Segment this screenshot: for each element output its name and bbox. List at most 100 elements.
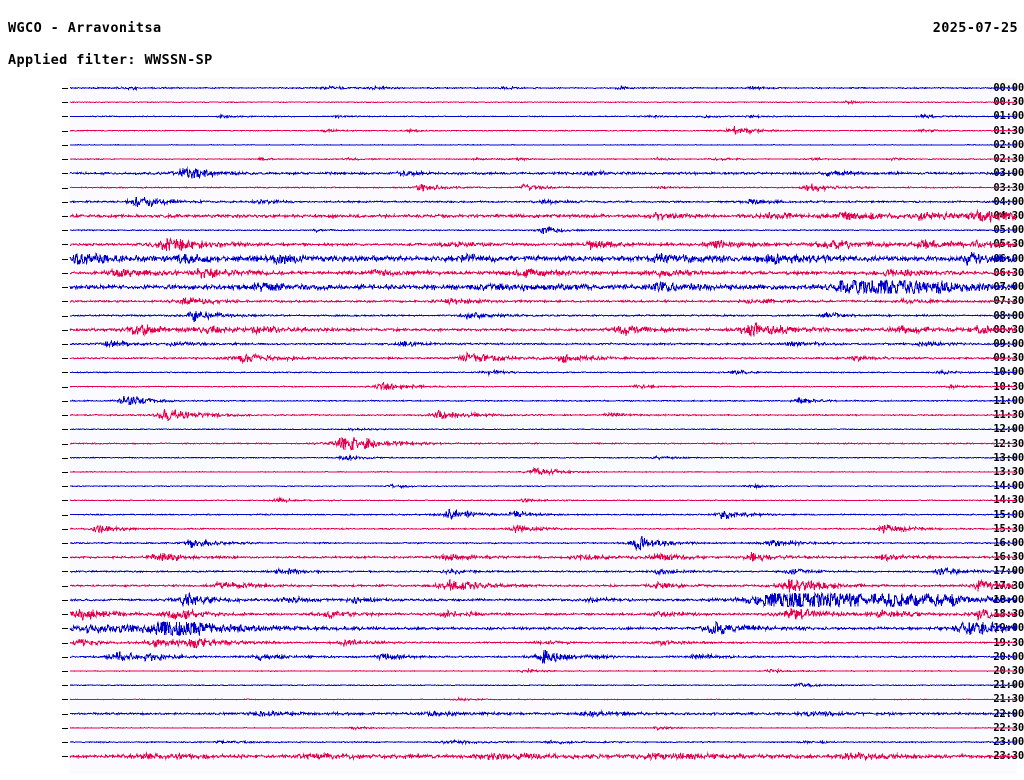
seismic-trace (69, 551, 1017, 563)
time-tick-mark (62, 756, 68, 757)
time-tick-mark (62, 600, 68, 601)
time-tick-mark (62, 372, 68, 373)
time-tick-mark (62, 344, 68, 345)
seismic-trace (69, 467, 1017, 477)
seismic-trace (69, 607, 1017, 621)
time-tick-mark (62, 244, 68, 245)
seismic-trace (69, 482, 1017, 490)
time-tick-mark (62, 287, 68, 288)
seismic-trace (69, 454, 1017, 462)
seismic-trace (69, 667, 1017, 674)
time-tick-mark (62, 88, 68, 89)
time-tick-mark (62, 387, 68, 388)
seismic-trace (69, 395, 1017, 406)
seismic-trace (69, 381, 1017, 392)
seismic-trace (69, 409, 1017, 422)
time-tick-mark (62, 116, 68, 117)
time-tick-mark (62, 699, 68, 700)
time-tick-mark (62, 657, 68, 658)
station-title: WGCO - Arravonitsa (8, 20, 162, 36)
trace-canvas (69, 84, 1017, 762)
seismic-trace (69, 578, 1017, 593)
seismogram-plot: 00:00 00:30 01:00 01:30 02:00 02:30 03:00 03:30… (0, 78, 1024, 774)
time-tick-mark (62, 486, 68, 487)
seismic-trace (69, 226, 1017, 234)
time-tick-mark (62, 742, 68, 743)
seismic-trace (69, 496, 1017, 504)
time-tick-mark (62, 145, 68, 146)
seismic-trace (69, 125, 1017, 135)
time-tick-mark (62, 188, 68, 189)
time-tick-mark (62, 358, 68, 359)
time-tick-mark (62, 515, 68, 516)
seismic-trace (69, 368, 1017, 377)
seismic-trace (69, 84, 1017, 92)
time-tick-mark (62, 401, 68, 402)
seismic-trace (69, 725, 1017, 731)
seismic-trace (69, 650, 1017, 664)
time-tick-mark (62, 571, 68, 572)
seismic-trace (69, 196, 1017, 209)
applied-filter-label: Applied filter: WWSSN-SP (8, 52, 213, 68)
time-tick-mark (62, 202, 68, 203)
seismic-trace (69, 508, 1017, 520)
seismic-trace (69, 426, 1017, 432)
time-tick-mark (62, 131, 68, 132)
time-tick-mark (62, 102, 68, 103)
seismic-trace (69, 566, 1017, 576)
seismic-trace (69, 709, 1017, 719)
time-tick-mark (62, 330, 68, 331)
time-tick-mark (62, 628, 68, 629)
time-tick-mark (62, 500, 68, 501)
seismic-trace (69, 339, 1017, 349)
time-tick-label: 07:00 (993, 281, 1024, 294)
time-tick-mark (62, 529, 68, 530)
time-tick-mark (62, 230, 68, 231)
time-tick-mark (62, 643, 68, 644)
seismic-trace (69, 100, 1017, 106)
seismic-trace (69, 113, 1017, 120)
time-tick-mark (62, 728, 68, 729)
seismic-trace (69, 155, 1017, 162)
time-tick-mark (62, 301, 68, 302)
seismic-trace (69, 237, 1017, 252)
time-tick-mark (62, 671, 68, 672)
seismic-trace (69, 310, 1017, 323)
time-tick-mark (62, 557, 68, 558)
seismic-trace (69, 523, 1017, 534)
time-tick-mark (62, 159, 68, 160)
time-tick-mark (62, 472, 68, 473)
seismic-trace (69, 252, 1017, 266)
seismic-trace (69, 620, 1017, 637)
seismic-trace (69, 751, 1017, 762)
seismic-trace (69, 591, 1017, 608)
seismic-trace (69, 535, 1017, 552)
seismic-trace (69, 637, 1017, 649)
seismic-trace (69, 738, 1017, 745)
seismic-trace (69, 351, 1017, 365)
seismic-trace (69, 696, 1017, 702)
time-tick-mark (62, 173, 68, 174)
time-tick-mark (62, 316, 68, 317)
time-tick-mark (62, 216, 68, 217)
time-tick-mark (62, 259, 68, 260)
time-tick-mark (62, 543, 68, 544)
seismic-trace (69, 183, 1017, 193)
seismic-trace (69, 143, 1017, 146)
seismic-trace (69, 267, 1017, 279)
seismic-trace (69, 322, 1017, 337)
seismic-trace (69, 166, 1017, 180)
time-tick-mark (62, 415, 68, 416)
time-tick-mark (62, 273, 68, 274)
record-date: 2025-07-25 (932, 20, 1018, 36)
seismic-trace (69, 297, 1017, 306)
seismic-trace (69, 279, 1017, 296)
seismic-trace (69, 682, 1017, 689)
seismic-trace (69, 209, 1017, 223)
time-tick-mark (62, 444, 68, 445)
time-tick-mark (62, 429, 68, 430)
time-tick-mark (62, 458, 68, 459)
seismic-trace (69, 436, 1017, 451)
time-tick-mark (62, 586, 68, 587)
time-tick-mark (62, 714, 68, 715)
